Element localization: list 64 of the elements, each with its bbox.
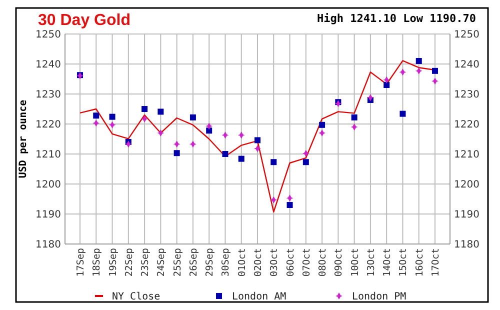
x-tick-label: 02Oct	[253, 248, 264, 277]
point	[302, 159, 309, 166]
y-tick-label: 1200	[36, 180, 61, 190]
x-tick-label: 18Sep	[92, 248, 103, 277]
y2-tick-label: 1230	[454, 90, 480, 100]
x-tick-label: 09Oct	[334, 248, 345, 277]
point	[400, 110, 406, 117]
x-tick-label: 17Sep	[76, 248, 86, 277]
point	[254, 137, 260, 144]
point	[142, 106, 148, 112]
point	[416, 58, 422, 64]
y-tick-label: 1180	[36, 240, 61, 250]
point	[190, 114, 196, 120]
y-tick-label: 1210	[36, 150, 61, 160]
point	[93, 112, 100, 119]
y2-tick-label: 1200	[454, 180, 480, 190]
x-tick-label: 14Oct	[382, 248, 394, 277]
legend-label: NY Close	[112, 292, 160, 302]
y-tick-label: 1220	[36, 120, 61, 130]
x-tick-label: 10Oct	[350, 248, 361, 277]
y2-tick-label: 1250	[454, 30, 480, 40]
y2-tick-label: 1190	[454, 210, 480, 220]
point	[432, 68, 438, 74]
y-tick-label: 1190	[36, 210, 61, 220]
x-tick-label: 17Oct	[430, 248, 442, 277]
x-tick-label: 26Sep	[188, 248, 200, 277]
legend-label: London AM	[232, 292, 286, 302]
y-tick-label: 1230	[36, 90, 61, 100]
x-tick-label: 15Oct	[398, 248, 410, 277]
y-tick-label: 1240	[36, 60, 61, 70]
x-tick-label: 08Oct	[318, 248, 329, 277]
x-tick-label: 24Sep	[156, 248, 168, 277]
legend-label: London PM	[352, 292, 406, 302]
point	[206, 128, 212, 134]
x-tick-label: 13Oct	[366, 248, 377, 277]
chart-subtitle: High 1241.10 Low 1190.70	[317, 12, 476, 25]
point	[270, 159, 277, 166]
x-tick-label: 16Oct	[414, 248, 426, 277]
x-tick-label: 07Oct	[301, 248, 312, 277]
y2-tick-label: 1240	[454, 60, 480, 70]
x-tick-label: 25Sep	[172, 248, 184, 277]
point	[174, 150, 180, 156]
x-tick-label: 23Sep	[140, 248, 152, 277]
point	[384, 82, 390, 88]
point	[351, 114, 358, 120]
x-tick-label: 30Sep	[220, 248, 232, 277]
y2-tick-label: 1180	[454, 240, 480, 250]
x-tick-label: 22Sep	[124, 248, 135, 277]
chart-title: 30 Day Gold	[38, 12, 130, 29]
point	[222, 151, 228, 157]
y-axis-title: USD per ounce	[18, 100, 29, 178]
point	[319, 122, 326, 128]
x-tick-label: 29Sep	[204, 248, 216, 277]
x-tick-label: 19Sep	[108, 248, 119, 277]
y2-tick-label: 1220	[454, 120, 480, 130]
point	[158, 108, 164, 115]
x-tick-label: 03Oct	[269, 248, 280, 277]
x-tick-label: 06Oct	[285, 248, 296, 277]
point	[109, 114, 116, 120]
y-tick-label: 1250	[36, 30, 61, 40]
x-tick-label: 01Oct	[236, 248, 248, 277]
point	[286, 202, 293, 208]
y2-tick-label: 1210	[454, 150, 480, 160]
point	[238, 156, 244, 162]
